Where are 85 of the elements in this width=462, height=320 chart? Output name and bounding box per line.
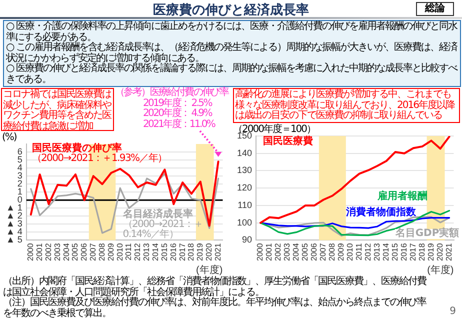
y-tick-label: 100: [236, 217, 252, 228]
annotation: （2000→2021：＋1.93%／年）: [32, 153, 168, 164]
series-label: 消費者物価指数: [346, 207, 416, 218]
y-tick-label: 0: [17, 194, 22, 205]
y-tick-label: 2: [17, 178, 22, 189]
x-tick-label: 2011: [124, 242, 134, 260]
x-tick-label: 2013: [142, 242, 152, 261]
text: 2021年度：11.0%: [142, 118, 216, 130]
text: ○ この雇用者報酬を含む経済成長率は、（経済危機の発生等による）周期的な振幅が大きいが、医療費は、経済状況にかかわらず安定的に増加する傾向にある。: [6, 42, 458, 64]
x-tick-label: 2021: [444, 242, 454, 261]
text: 高齢化の進展により医療費が増加する中、これまでも様々な医療制度改革に取り組んでおり、2016年度以降は歳出の目安の下で医療費の抑制に取り組んでいる: [233, 88, 460, 123]
y-tick-label: 140: [236, 148, 252, 158]
x-tick-label: 2010: [346, 242, 355, 261]
chart-title: 医療費の伸びと経済成長率: [153, 3, 309, 18]
series-label: 名目経済成長率: [122, 208, 193, 220]
y-tick-label: 120: [236, 182, 252, 193]
x-tick-label: 2012: [364, 242, 373, 261]
x-tick-label: 2008: [97, 242, 106, 261]
x-tick-label: 2019: [196, 242, 205, 261]
y-tick-label: 130: [236, 165, 252, 176]
x-tick-label: 2020: [435, 242, 444, 261]
x-tick-label: 2003: [52, 242, 62, 261]
x-tick-label: 2015: [390, 242, 400, 261]
x-axis-title: (年度): [427, 264, 454, 276]
x-tick-label: 2003: [282, 242, 292, 261]
x-axis-title: (年度): [196, 264, 223, 276]
text: 9: [450, 306, 456, 317]
text: （注）国民医療費及び医療給付費の伸び率は、対前年度比。年平均伸び率は、始点から終点までの伸び率を年数のべき乗根で算出。: [3, 297, 428, 319]
x-tick-label: 2017: [408, 242, 418, 261]
text: （出所）内閣府「国民経済計算」、総務省「消費者物価指数」、厚生労働省「国民医療費」、医療給付費は国立社会保障・人口問題研究所「社会保障費用統計」による。: [3, 276, 428, 298]
x-tick-label: 2015: [160, 242, 169, 261]
y-tick-label: ▲ 5: [6, 234, 22, 245]
text: 国民医療費: [263, 136, 314, 147]
x-tick-label: 2019: [426, 242, 436, 261]
x-tick-label: 2011: [354, 242, 364, 260]
text: ○ 医療費の伸びと経済成長率の関係を議論する際には、周期的な振幅を考慮に入れた中期的な成長率と比較すべきである。: [6, 63, 458, 85]
y-tick-label: 110: [238, 200, 252, 210]
x-tick-label: 2000: [26, 242, 36, 261]
y-tick-label: ▲ 4: [6, 226, 22, 237]
x-tick-label: 2016: [400, 242, 409, 261]
x-tick-label: 2014: [151, 242, 160, 261]
x-tick-label: 2018: [186, 242, 196, 261]
x-tick-label: 2007: [318, 242, 328, 261]
y-tick-label: ▲ 1: [6, 202, 22, 213]
text: 2020年度： 4.9%: [142, 108, 213, 119]
x-tick-label: 2001: [35, 242, 44, 261]
x-tick-label: 2018: [418, 242, 426, 261]
x-tick-label: 2014: [382, 242, 391, 261]
annotation: （2000→2021：＋0.14%／年）: [122, 218, 204, 240]
x-tick-label: 2007: [88, 242, 98, 261]
x-tick-label: 2016: [168, 242, 178, 261]
text: ○ 医療・介護の保険料率の上昇傾向に歯止めをかけるには、医療・介護給付費の伸びを雇用者報酬の伸びと同水準にする必要がある。: [6, 21, 458, 42]
x-tick-label: 2002: [44, 242, 53, 261]
x-tick-label: 2021: [213, 242, 222, 261]
x-tick-label: 2006: [310, 242, 319, 261]
x-tick-label: 2006: [80, 242, 89, 261]
x-tick-label: 2009: [106, 242, 116, 261]
x-tick-label: 2008: [328, 242, 337, 261]
x-tick-label: 2005: [300, 242, 310, 261]
x-tick-label: 2002: [274, 242, 283, 261]
x-tick-label: 2004: [292, 242, 301, 261]
x-tick-label: 2013: [372, 242, 382, 261]
text: 総論: [416, 2, 454, 16]
x-tick-label: 2012: [133, 242, 142, 261]
x-tick-label: 2020: [204, 242, 214, 261]
y-tick-label: 4: [17, 162, 22, 173]
x-tick-label: 2017: [178, 242, 187, 261]
text: 2019年度： 2.5%: [142, 98, 213, 108]
y-tick-label: ▲ 2: [6, 210, 22, 221]
y-tick-label: 6: [17, 146, 22, 156]
y-tick-label: 3: [17, 170, 22, 181]
x-tick-label: 2009: [336, 242, 346, 261]
series-label: 名目GDP実額: [395, 228, 460, 240]
y-tick-label: 1: [17, 186, 22, 197]
text: （参考）医療給付費の伸び率: [115, 87, 230, 98]
y-axis-title: (%): [2, 132, 16, 144]
x-tick-label: 2000: [256, 242, 265, 261]
y-tick-label: 5: [17, 154, 22, 165]
x-tick-label: 2001: [264, 242, 274, 261]
x-tick-label: 2005: [70, 242, 80, 261]
x-tick-label: 2004: [62, 242, 71, 261]
series-label: 雇用者報酬: [377, 190, 428, 202]
y-tick-label: ▲ 3: [6, 218, 22, 229]
x-tick-label: 2010: [115, 242, 124, 261]
y-tick-label: 90: [242, 234, 252, 245]
